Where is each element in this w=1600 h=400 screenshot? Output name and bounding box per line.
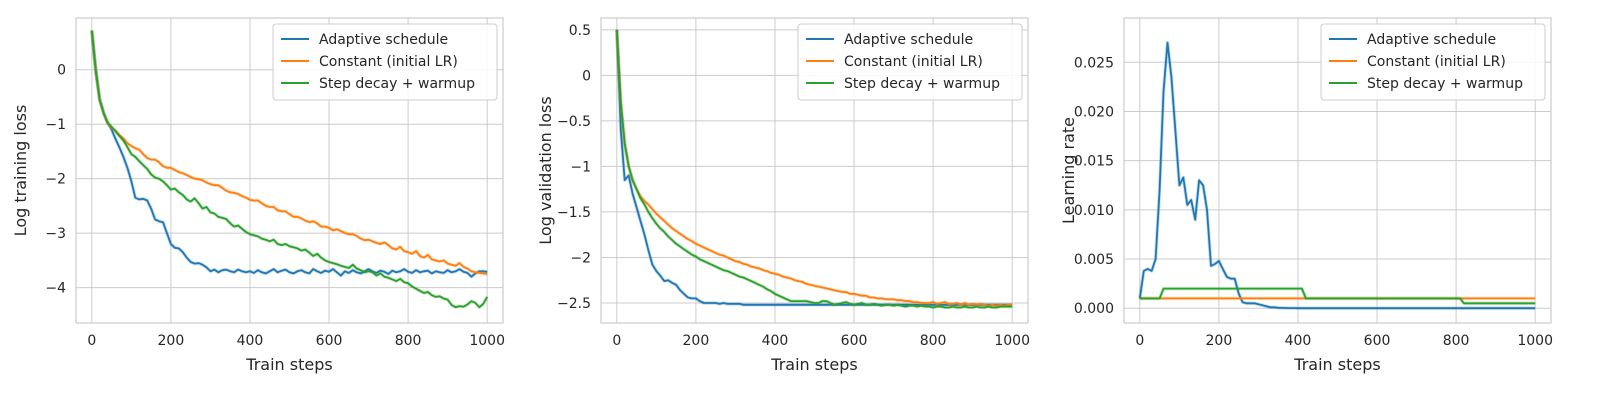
learning-rate-panel: 0 200 400 600 800 1000 0.000 0.005 0.010 0.015 0.0… xyxy=(1059,17,1553,374)
training-loss-tick-labels: 0 200 400 600 800 1000 0 −1 −2 −3 −4 xyxy=(45,63,505,349)
legend-box xyxy=(797,23,1023,101)
y-tick-label: 0.010 xyxy=(1074,203,1114,219)
x-tick-label: 400 xyxy=(1285,333,1312,349)
validation-loss-x-axis-label: Train steps xyxy=(770,355,857,374)
legend-label-adaptive: Adaptive schedule xyxy=(844,32,973,48)
x-tick-label: 0 xyxy=(612,333,621,349)
learning-rate-axes-frame xyxy=(1123,17,1552,324)
learning-rate-legend: Adaptive schedule Constant (initial LR) … xyxy=(1320,23,1546,101)
training-loss-x-axis-label: Train steps xyxy=(245,355,332,374)
x-tick-label: 200 xyxy=(158,333,185,349)
training-loss-lines xyxy=(90,30,489,309)
y-tick-label: 0.5 xyxy=(569,23,591,39)
training-loss-legend: Adaptive schedule Constant (initial LR) … xyxy=(272,23,498,101)
x-tick-label: 1000 xyxy=(469,333,505,349)
validation-loss-axes-frame xyxy=(600,17,1029,324)
y-tick-label: −1 xyxy=(45,117,66,133)
validation-loss-tick-labels: 0 200 400 600 800 1000 0.5 0 −0.5 −1 −1.5 −2 −2.5 xyxy=(557,23,1030,349)
y-tick-label: 0 xyxy=(582,68,591,84)
legend-label-constant: Constant (initial LR) xyxy=(844,54,983,70)
x-tick-label: 600 xyxy=(1364,333,1391,349)
x-tick-label: 0 xyxy=(87,333,96,349)
legend-label-constant: Constant (initial LR) xyxy=(1367,54,1506,70)
y-tick-label: 0.000 xyxy=(1074,301,1114,317)
learning-rate-lines xyxy=(1138,40,1536,310)
y-tick-label: 0 xyxy=(57,63,66,79)
series-line-step xyxy=(615,29,1013,309)
x-tick-label: 200 xyxy=(1206,333,1233,349)
validation-loss-y-axis-label: Log validation loss xyxy=(536,96,555,244)
validation-loss-legend: Adaptive schedule Constant (initial LR) … xyxy=(797,23,1023,101)
y-tick-label: 0.020 xyxy=(1074,104,1114,120)
training-loss-panel: 0 200 400 600 800 1000 0 −1 −2 −3 −4 Train steps L… xyxy=(11,17,505,374)
x-tick-label: 400 xyxy=(762,333,789,349)
learning-rate-tick-labels: 0 200 400 600 800 1000 0.000 0.005 0.010 0.015 0.0… xyxy=(1074,55,1553,349)
x-tick-label: 1000 xyxy=(1517,333,1553,349)
x-tick-label: 200 xyxy=(683,333,710,349)
series-line-adaptive xyxy=(90,30,488,278)
learning-rate-x-axis-label: Train steps xyxy=(1293,355,1380,374)
x-tick-label: 0 xyxy=(1135,333,1144,349)
x-tick-label: 1000 xyxy=(994,333,1030,349)
series-line-adaptive xyxy=(615,29,1013,306)
x-tick-label: 800 xyxy=(1443,333,1470,349)
legend-box xyxy=(1320,23,1546,101)
x-tick-label: 600 xyxy=(316,333,343,349)
y-tick-label: −0.5 xyxy=(557,114,591,130)
series-line-constant xyxy=(90,30,488,275)
y-tick-label: −1 xyxy=(570,159,591,175)
training-loss-y-axis-label: Log training loss xyxy=(11,105,30,237)
legend-box xyxy=(272,23,498,101)
validation-loss-panel: 0 200 400 600 800 1000 0.5 0 −0.5 −1 −1.5 −2 −2.5 Tr… xyxy=(536,17,1030,374)
y-tick-label: −2 xyxy=(570,250,591,266)
x-tick-label: 400 xyxy=(237,333,264,349)
y-tick-label: −2.5 xyxy=(557,296,591,312)
x-tick-label: 800 xyxy=(920,333,947,349)
y-tick-label: −1.5 xyxy=(557,205,591,221)
y-tick-label: 0.015 xyxy=(1074,154,1114,170)
series-line-adaptive xyxy=(1138,41,1536,310)
validation-loss-lines xyxy=(615,29,1013,310)
x-tick-label: 800 xyxy=(395,333,422,349)
learning-rate-y-axis-label: Learning rate xyxy=(1059,117,1078,224)
legend-label-constant: Constant (initial LR) xyxy=(319,54,458,70)
legend-label-adaptive: Adaptive schedule xyxy=(1367,32,1496,48)
y-tick-label: −2 xyxy=(45,172,66,188)
legend-label-step: Step decay + warmup xyxy=(1367,76,1523,92)
y-tick-label: −4 xyxy=(45,281,66,297)
y-tick-label: 0.005 xyxy=(1074,252,1114,268)
series-line-step xyxy=(1139,287,1536,305)
series-line-constant xyxy=(615,29,1013,307)
legend-label-adaptive: Adaptive schedule xyxy=(319,32,448,48)
y-tick-label: −3 xyxy=(45,226,66,242)
series-line-step xyxy=(90,30,488,309)
legend-label-step: Step decay + warmup xyxy=(319,76,475,92)
training-loss-axes-frame xyxy=(75,17,504,324)
y-tick-label: 0.025 xyxy=(1074,55,1114,71)
x-tick-label: 600 xyxy=(841,333,868,349)
legend-label-step: Step decay + warmup xyxy=(844,76,1000,92)
